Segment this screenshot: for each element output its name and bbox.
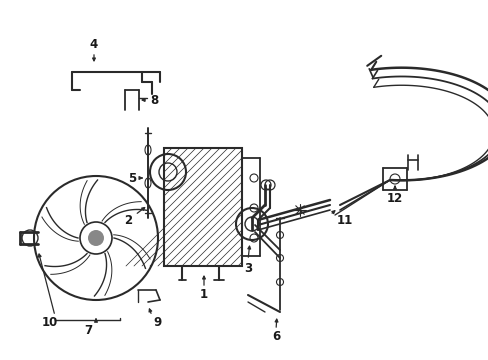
- Text: 7: 7: [84, 324, 92, 337]
- Text: 4: 4: [90, 37, 98, 50]
- Text: 11: 11: [336, 213, 352, 226]
- Text: 2: 2: [123, 213, 132, 226]
- Text: 1: 1: [200, 288, 207, 302]
- Text: 8: 8: [149, 94, 158, 107]
- Text: 12: 12: [386, 192, 402, 204]
- Circle shape: [88, 230, 104, 246]
- Bar: [163, 148, 242, 266]
- Text: 3: 3: [244, 261, 251, 274]
- Text: 10: 10: [42, 316, 58, 329]
- Text: 6: 6: [271, 330, 280, 343]
- Text: 9: 9: [154, 316, 162, 329]
- Text: 5: 5: [128, 171, 136, 184]
